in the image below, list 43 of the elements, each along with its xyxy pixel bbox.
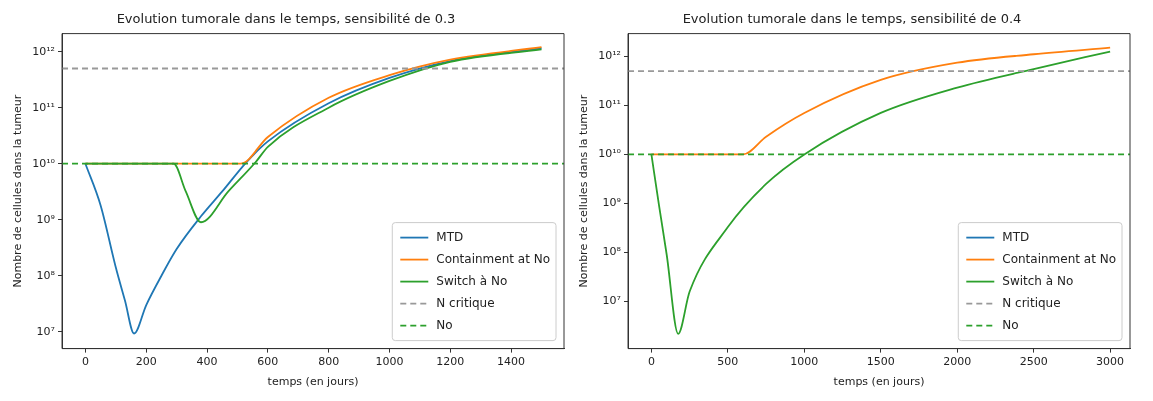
legend-label: N critique (436, 295, 495, 310)
legend-label: Switch à No (436, 273, 508, 288)
legend-label: Containment at No (436, 251, 551, 266)
y-tick-label: 10⁹ (36, 212, 56, 226)
x-tick-label: 400 (196, 355, 218, 369)
x-tick-label: 500 (717, 355, 739, 369)
y-tick-label: 10¹² (32, 44, 56, 58)
legend-label: Containment at No (1002, 251, 1117, 266)
legend-label: MTD (436, 229, 464, 244)
legend-label: MTD (1002, 229, 1030, 244)
x-tick-label: 200 (135, 355, 157, 369)
x-tick-label: 3000 (1096, 355, 1125, 369)
y-tick-label: 10¹¹ (32, 100, 56, 114)
x-tick-label: 0 (81, 355, 89, 369)
legend-label: No (436, 317, 453, 332)
legend-label: N critique (1002, 295, 1061, 310)
x-tick-label: 600 (257, 355, 279, 369)
y-axis-title: Nombre de cellules dans la tumeur (11, 94, 25, 288)
x-tick-label: 1200 (436, 355, 465, 369)
legend-label: Switch à No (1002, 273, 1074, 288)
x-tick-label: 0 (647, 355, 655, 369)
y-tick-label: 10¹¹ (598, 98, 622, 112)
x-tick-label: 2500 (1019, 355, 1048, 369)
y-axis-title: Nombre de cellules dans la tumeur (577, 94, 591, 288)
chart-title: Evolution tumorale dans le temps, sensibilité de 0.3 (116, 11, 456, 27)
y-tick-label: 10¹⁰ (32, 156, 56, 170)
x-tick-label: 1500 (866, 355, 895, 369)
x-tick-label: 1400 (497, 355, 526, 369)
y-tick-label: 10⁸ (36, 268, 56, 282)
y-tick-label: 10¹⁰ (598, 147, 622, 161)
x-tick-label: 800 (318, 355, 340, 369)
y-tick-label: 10⁹ (602, 196, 622, 210)
legend-label: No (1002, 317, 1019, 332)
x-tick-label: 2000 (943, 355, 972, 369)
y-tick-label: 10⁷ (36, 324, 56, 338)
x-axis-title: temps (en jours) (267, 375, 359, 389)
x-tick-label: 1000 (375, 355, 404, 369)
x-tick-label: 1000 (790, 355, 819, 369)
y-tick-label: 10¹² (598, 49, 622, 63)
chart-title: Evolution tumorale dans le temps, sensibilité de 0.4 (682, 11, 1022, 27)
x-axis-title: temps (en jours) (833, 375, 925, 389)
y-tick-label: 10⁷ (602, 294, 622, 308)
y-tick-label: 10⁸ (602, 245, 622, 259)
